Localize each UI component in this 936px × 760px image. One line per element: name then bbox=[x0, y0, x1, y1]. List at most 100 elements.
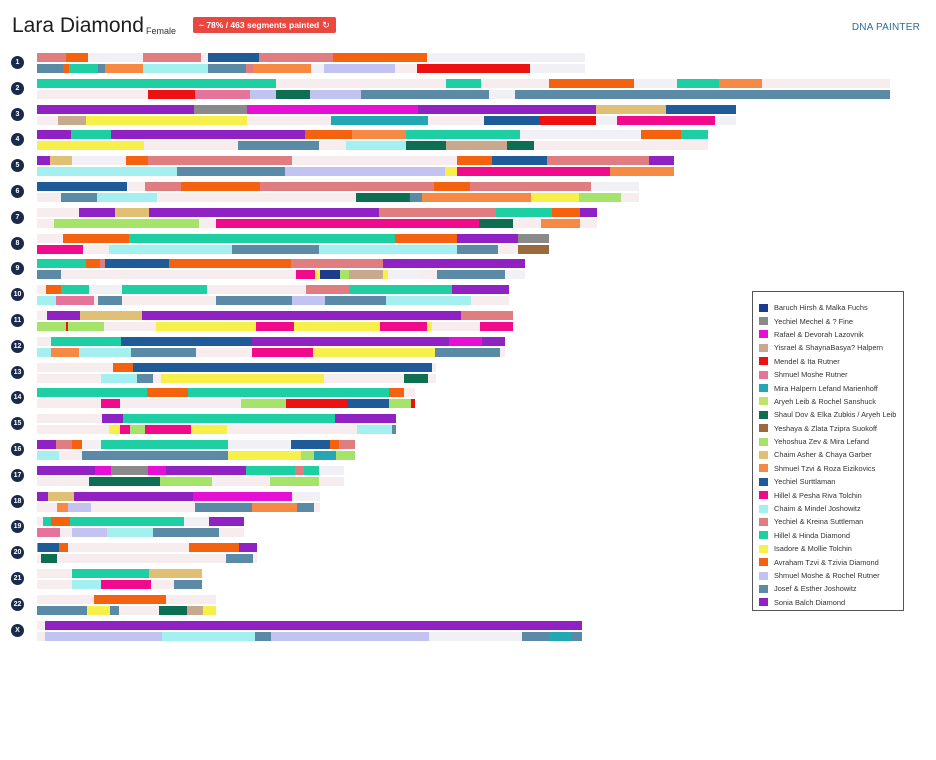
segment[interactable] bbox=[356, 193, 411, 202]
segment[interactable] bbox=[188, 543, 240, 553]
segment[interactable] bbox=[361, 89, 490, 99]
segment[interactable] bbox=[37, 167, 178, 177]
segment[interactable] bbox=[37, 104, 195, 114]
segment[interactable] bbox=[37, 580, 72, 589]
segment[interactable] bbox=[141, 311, 461, 320]
chromosome-5-maternal-track[interactable] bbox=[37, 167, 674, 177]
chromosome-13-maternal-track[interactable] bbox=[37, 373, 436, 383]
segment[interactable] bbox=[89, 476, 160, 486]
segment[interactable] bbox=[81, 451, 228, 460]
chromosome-label-1[interactable]: 1 bbox=[11, 56, 24, 69]
segment[interactable] bbox=[37, 141, 145, 151]
segment[interactable] bbox=[71, 580, 102, 589]
segment[interactable] bbox=[406, 130, 521, 140]
segment[interactable] bbox=[434, 182, 471, 191]
segment[interactable] bbox=[37, 502, 57, 512]
segment[interactable] bbox=[315, 270, 321, 280]
legend-item[interactable]: Mendel & Ita Rutner bbox=[759, 355, 903, 368]
chromosome-7-maternal-track[interactable] bbox=[37, 218, 597, 228]
segment[interactable] bbox=[98, 296, 122, 306]
segment[interactable] bbox=[330, 115, 429, 125]
segment[interactable] bbox=[324, 373, 405, 383]
segment[interactable] bbox=[37, 620, 46, 630]
segment[interactable] bbox=[147, 89, 195, 99]
segment[interactable] bbox=[250, 89, 276, 99]
segment[interactable] bbox=[417, 270, 438, 280]
segment[interactable] bbox=[446, 78, 481, 88]
chromosome-8-paternal-track[interactable] bbox=[37, 233, 549, 243]
segment[interactable] bbox=[681, 130, 708, 140]
segment[interactable] bbox=[294, 465, 305, 475]
segment[interactable] bbox=[319, 465, 344, 475]
segment[interactable] bbox=[43, 517, 52, 527]
segment[interactable] bbox=[291, 491, 320, 501]
segment[interactable] bbox=[66, 53, 89, 62]
segment[interactable] bbox=[37, 182, 128, 191]
segment[interactable] bbox=[37, 451, 60, 460]
segment[interactable] bbox=[101, 399, 121, 409]
segment[interactable] bbox=[252, 347, 314, 357]
chromosome-label-2[interactable]: 2 bbox=[11, 81, 24, 95]
segment[interactable] bbox=[314, 502, 320, 512]
segment[interactable] bbox=[37, 244, 84, 254]
segment[interactable] bbox=[37, 491, 49, 501]
segment[interactable] bbox=[181, 182, 260, 191]
chromosome-10-paternal-track[interactable] bbox=[37, 285, 509, 295]
segment[interactable] bbox=[676, 78, 720, 88]
segment[interactable] bbox=[149, 207, 379, 217]
segment[interactable] bbox=[640, 130, 682, 140]
segment[interactable] bbox=[192, 491, 292, 501]
segment[interactable] bbox=[530, 64, 585, 73]
chromosome-17-maternal-track[interactable] bbox=[37, 476, 344, 486]
segment[interactable] bbox=[227, 451, 301, 460]
segment[interactable] bbox=[304, 465, 320, 475]
segment[interactable] bbox=[596, 104, 667, 114]
refresh-icon[interactable]: ↻ bbox=[322, 20, 330, 30]
segment[interactable] bbox=[187, 605, 204, 615]
legend-item[interactable]: Yeshaya & Zlata Tzipra Suokoff bbox=[759, 422, 903, 435]
segment[interactable] bbox=[115, 207, 149, 217]
segment[interactable] bbox=[252, 502, 298, 512]
segment[interactable] bbox=[49, 156, 73, 166]
segment[interactable] bbox=[37, 259, 86, 269]
segment[interactable] bbox=[101, 580, 151, 589]
chromosome-6-maternal-track[interactable] bbox=[37, 193, 639, 202]
segment[interactable] bbox=[46, 285, 61, 295]
segment[interactable] bbox=[37, 528, 60, 538]
segment[interactable] bbox=[207, 64, 247, 73]
segment[interactable] bbox=[61, 270, 296, 280]
segment[interactable] bbox=[259, 53, 333, 62]
segment[interactable] bbox=[334, 414, 396, 424]
segment[interactable] bbox=[194, 89, 251, 99]
segment[interactable] bbox=[37, 270, 62, 280]
chromosome-21-paternal-track[interactable] bbox=[37, 569, 202, 578]
segment[interactable] bbox=[290, 259, 384, 269]
segment[interactable] bbox=[219, 528, 244, 538]
segment[interactable] bbox=[245, 465, 295, 475]
segment[interactable] bbox=[65, 322, 68, 331]
segment[interactable] bbox=[37, 53, 67, 62]
segment[interactable] bbox=[666, 104, 736, 114]
legend-item[interactable]: Yechiel & Kreina Suttleman bbox=[759, 515, 903, 528]
segment[interactable] bbox=[37, 554, 42, 564]
segment[interactable] bbox=[320, 270, 340, 280]
segment[interactable] bbox=[70, 130, 111, 140]
segment[interactable] bbox=[37, 347, 52, 357]
segment[interactable] bbox=[479, 218, 513, 228]
segment[interactable] bbox=[432, 322, 480, 331]
chromosome-3-maternal-track[interactable] bbox=[37, 115, 736, 125]
segment[interactable] bbox=[252, 554, 257, 564]
segment[interactable] bbox=[456, 244, 498, 254]
segment[interactable] bbox=[60, 285, 89, 295]
segment[interactable] bbox=[427, 322, 433, 331]
segment[interactable] bbox=[252, 336, 449, 346]
segment[interactable] bbox=[719, 78, 763, 88]
segment[interactable] bbox=[392, 425, 396, 435]
segment[interactable] bbox=[252, 64, 311, 73]
segment[interactable] bbox=[37, 156, 50, 166]
legend-item[interactable]: Baruch Hirsh & Malka Fuchs bbox=[759, 301, 903, 314]
chromosome-8-maternal-track[interactable] bbox=[37, 244, 549, 254]
chromosome-12-paternal-track[interactable] bbox=[37, 336, 505, 346]
segment[interactable] bbox=[37, 440, 57, 449]
segment[interactable] bbox=[352, 130, 407, 140]
